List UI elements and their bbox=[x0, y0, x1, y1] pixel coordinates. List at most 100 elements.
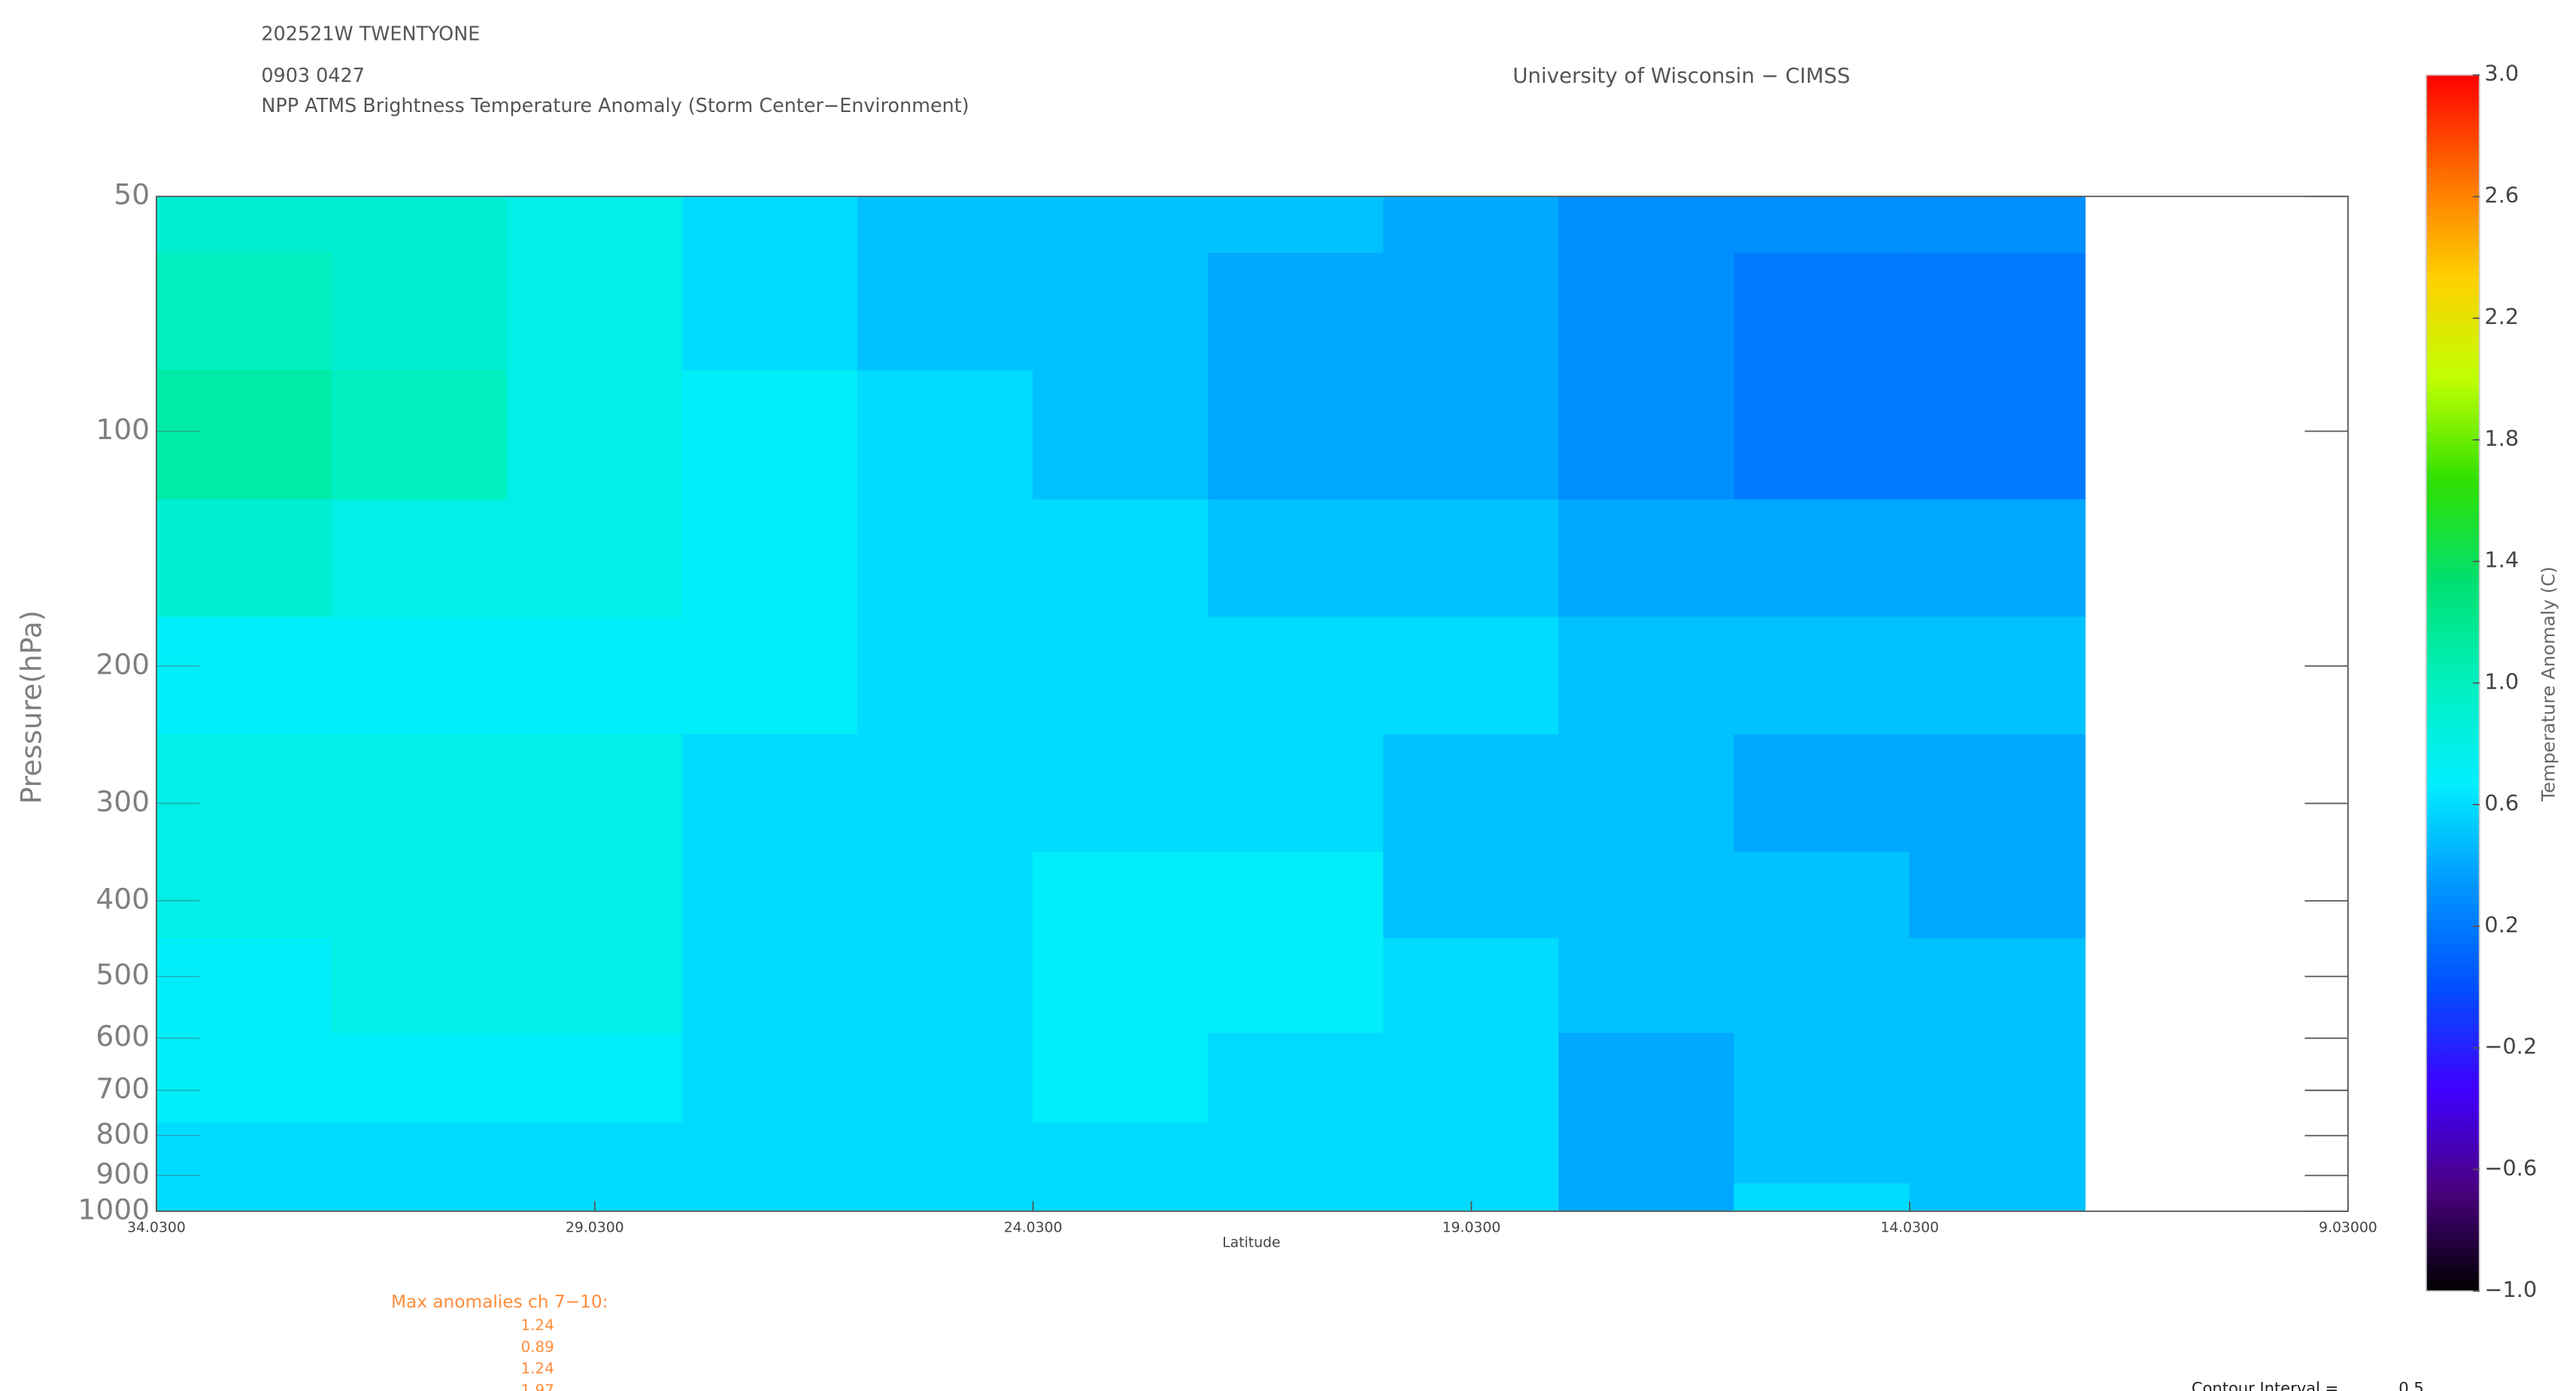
field-cell bbox=[1032, 370, 1209, 501]
y-tick-label: 400 bbox=[96, 883, 150, 916]
field-cell bbox=[857, 1123, 1034, 1184]
field-cell bbox=[681, 370, 859, 501]
field-cell bbox=[1909, 1032, 2086, 1124]
y-tick-label: 600 bbox=[96, 1020, 150, 1053]
field-cell bbox=[1909, 1123, 2086, 1184]
colorbar-tick-label: 2.2 bbox=[2484, 304, 2519, 329]
field-cell bbox=[1032, 938, 1209, 1035]
field-cell bbox=[1207, 851, 1385, 940]
field-cell bbox=[1032, 734, 1209, 853]
field-cell bbox=[857, 734, 1034, 853]
field-cell bbox=[1207, 195, 1385, 254]
field-cell bbox=[1207, 938, 1385, 1035]
field-cell bbox=[506, 1032, 683, 1124]
plot-frame bbox=[156, 195, 2349, 1212]
field-cell bbox=[331, 617, 508, 735]
field-cell bbox=[1383, 253, 1560, 371]
field-cell bbox=[1909, 734, 2086, 853]
colorbar-tick-label: 0.6 bbox=[2484, 790, 2519, 816]
field-cell bbox=[506, 499, 683, 618]
field-cell bbox=[857, 938, 1034, 1035]
field-cell bbox=[156, 253, 332, 371]
field-cell bbox=[1032, 253, 1209, 371]
field-cell bbox=[1383, 1123, 1560, 1184]
field-cell bbox=[156, 617, 332, 735]
field-cell bbox=[1558, 617, 1735, 735]
y-tick-label: 300 bbox=[96, 785, 150, 818]
field-cell bbox=[1734, 1123, 1910, 1184]
field-cell bbox=[331, 253, 508, 371]
field-cell bbox=[1734, 1183, 1910, 1212]
contour-interval: 0.5 bbox=[2399, 1379, 2423, 1391]
field-cell bbox=[156, 1183, 332, 1212]
field-cell bbox=[1909, 851, 2086, 940]
field-cell bbox=[1032, 1183, 1209, 1212]
field-cell bbox=[506, 851, 683, 940]
field-cell bbox=[506, 195, 683, 254]
field-cell bbox=[1909, 499, 2086, 618]
colorbar-tick-label: 1.4 bbox=[2484, 547, 2519, 573]
field-cell bbox=[1558, 734, 1735, 853]
field-cell bbox=[156, 734, 332, 853]
field-cell bbox=[1909, 938, 2086, 1035]
field-cell bbox=[331, 851, 508, 940]
y-tick-label: 900 bbox=[96, 1157, 150, 1190]
x-tick-label: 34.0300 bbox=[127, 1220, 186, 1236]
field-cell bbox=[681, 499, 859, 618]
field-cell bbox=[156, 1032, 332, 1124]
max-anomaly: 0.89 bbox=[520, 1338, 554, 1356]
field-cell bbox=[1558, 370, 1735, 501]
field-cell bbox=[1909, 617, 2086, 735]
field-cell bbox=[1558, 253, 1735, 371]
field-cell bbox=[156, 195, 332, 254]
field-cell bbox=[1909, 253, 2086, 371]
field-cell bbox=[857, 1032, 1034, 1124]
field-cell bbox=[1734, 851, 1910, 940]
y-tick-label: 700 bbox=[96, 1072, 150, 1105]
field-cell bbox=[1032, 1123, 1209, 1184]
field-cell bbox=[506, 370, 683, 501]
x-tick-label: 19.0300 bbox=[1442, 1220, 1500, 1236]
contour-interval-label: Contour Interval = bbox=[2192, 1379, 2338, 1391]
x-tick-label: 14.0300 bbox=[1880, 1220, 1939, 1236]
y-tick-label: 500 bbox=[96, 958, 150, 991]
field-cell bbox=[156, 370, 332, 501]
max-anomaly: 1.24 bbox=[520, 1317, 554, 1334]
field-cell bbox=[1734, 617, 1910, 735]
field-cell bbox=[506, 253, 683, 371]
field-cell bbox=[857, 617, 1034, 735]
field-cell bbox=[1383, 851, 1560, 940]
field-cell bbox=[1383, 617, 1560, 735]
field-cell bbox=[1207, 253, 1385, 371]
field-cell bbox=[156, 938, 332, 1035]
field-cell bbox=[1032, 617, 1209, 735]
field-cell bbox=[1734, 734, 1910, 853]
field-cell bbox=[1734, 195, 1910, 254]
colorbar bbox=[2425, 74, 2480, 1292]
y-tick-label: 50 bbox=[114, 178, 150, 211]
field-cell bbox=[857, 1183, 1034, 1212]
field-cell bbox=[331, 195, 508, 254]
y-tick-label: 200 bbox=[96, 647, 150, 680]
field-cell bbox=[506, 734, 683, 853]
field-cell bbox=[857, 499, 1034, 618]
field-cell bbox=[1558, 1032, 1735, 1124]
field-cell bbox=[1734, 370, 1910, 501]
field-cell bbox=[681, 253, 859, 371]
field-cell bbox=[1207, 617, 1385, 735]
chart-title: NPP ATMS Brightness Temperature Anomaly … bbox=[261, 94, 969, 117]
y-axis-label: Pressure(hPa) bbox=[15, 611, 48, 805]
y-tick-label: 1000 bbox=[77, 1193, 150, 1226]
field-cell bbox=[331, 1183, 508, 1212]
field-cell bbox=[1734, 499, 1910, 618]
field-cell bbox=[1558, 1183, 1735, 1212]
x-tick-label: 9.03000 bbox=[2319, 1220, 2377, 1236]
field-cell bbox=[857, 253, 1034, 371]
colorbar-tick-label: 2.6 bbox=[2484, 182, 2519, 208]
x-axis-label: Latitude bbox=[1222, 1235, 1280, 1250]
field-cell bbox=[681, 851, 859, 940]
field-cell bbox=[506, 617, 683, 735]
max-anomaly: 1.97 bbox=[520, 1381, 554, 1391]
source: University of Wisconsin − CIMSS bbox=[1513, 63, 1850, 88]
